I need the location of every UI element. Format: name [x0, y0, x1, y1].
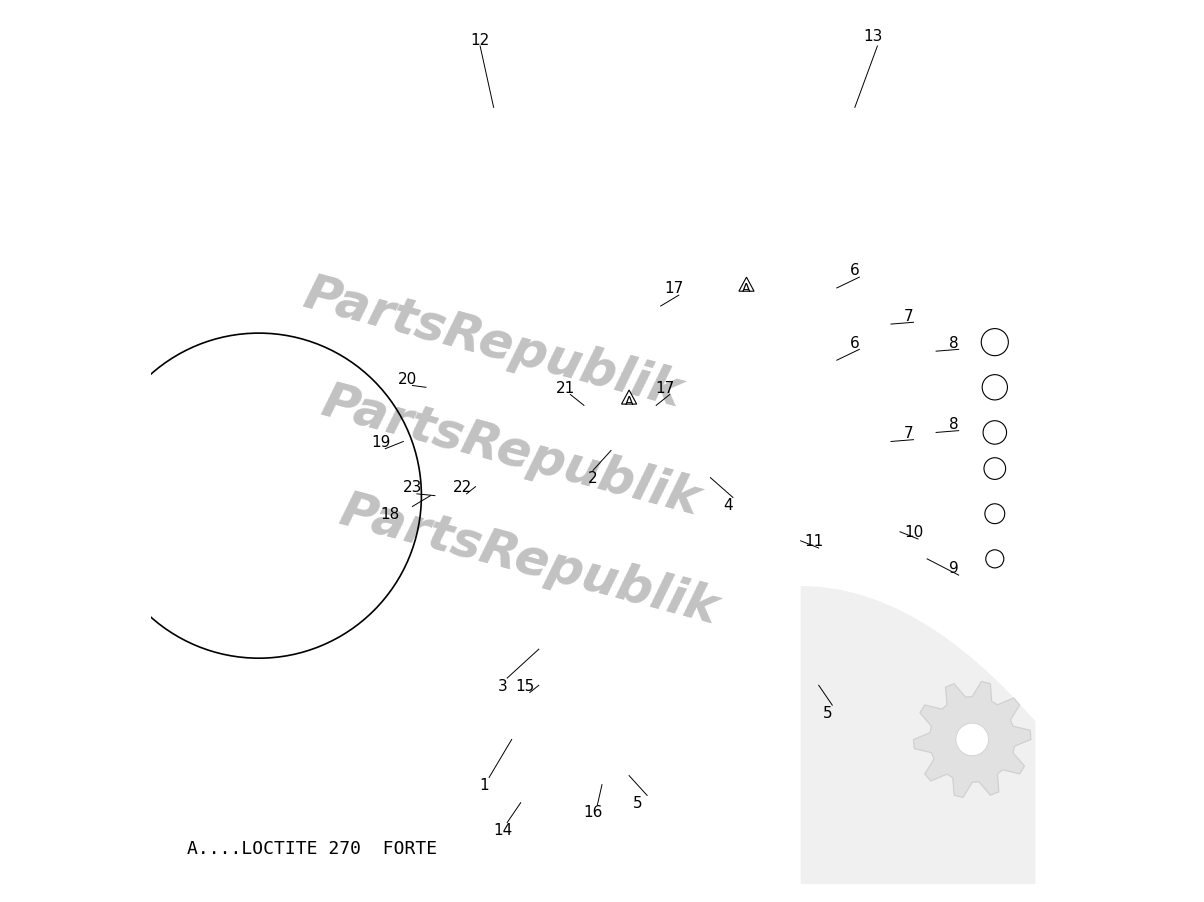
Text: PartsRepublik: PartsRepublik — [317, 377, 707, 525]
Text: 2: 2 — [589, 471, 597, 485]
Text: 13: 13 — [863, 29, 883, 43]
Circle shape — [956, 723, 988, 756]
Text: 20: 20 — [399, 372, 418, 386]
Text: 21: 21 — [556, 381, 576, 395]
Text: 5: 5 — [633, 796, 643, 810]
Text: PartsRepublik: PartsRepublik — [317, 377, 707, 525]
Text: 17: 17 — [665, 281, 684, 296]
Text: 16: 16 — [583, 805, 603, 819]
Text: 4: 4 — [724, 498, 733, 512]
Text: 10: 10 — [904, 525, 923, 539]
Text: PartsRepublik: PartsRepublik — [335, 485, 725, 633]
Text: 6: 6 — [850, 336, 860, 350]
Text: PartsRepublik: PartsRepublik — [299, 269, 689, 417]
Text: 22: 22 — [453, 480, 472, 494]
Text: 8: 8 — [950, 417, 958, 431]
Text: 18: 18 — [380, 507, 400, 521]
Text: A....LOCTITE 270  FORTE: A....LOCTITE 270 FORTE — [187, 839, 437, 857]
Text: 19: 19 — [371, 435, 390, 449]
Text: 7: 7 — [904, 308, 914, 323]
Text: PartsRepublik: PartsRepublik — [335, 485, 725, 633]
Text: 7: 7 — [904, 426, 914, 440]
Text: 8: 8 — [950, 336, 958, 350]
Text: 15: 15 — [515, 678, 535, 693]
Text: 5: 5 — [824, 705, 832, 720]
Text: PartsRepublik: PartsRepublik — [299, 269, 689, 417]
Text: 3: 3 — [497, 678, 508, 693]
Text: A: A — [625, 395, 633, 408]
Text: 23: 23 — [402, 480, 423, 494]
Text: 12: 12 — [471, 33, 490, 48]
Text: 14: 14 — [494, 823, 512, 837]
Text: 11: 11 — [804, 534, 824, 548]
PathPatch shape — [801, 586, 1035, 884]
Polygon shape — [914, 682, 1031, 797]
Text: A: A — [742, 282, 751, 295]
Text: 9: 9 — [949, 561, 960, 575]
Text: 17: 17 — [656, 381, 674, 395]
Text: 6: 6 — [850, 263, 860, 278]
Text: 1: 1 — [480, 778, 489, 792]
